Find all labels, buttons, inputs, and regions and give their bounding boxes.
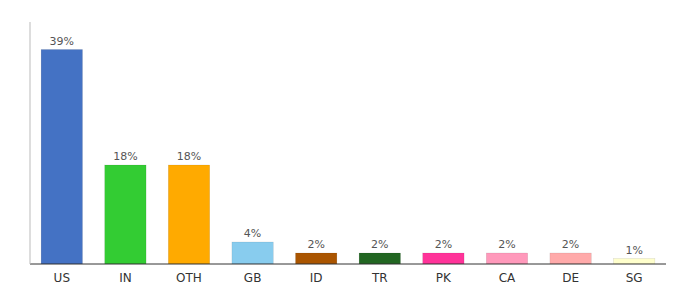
bar [41, 50, 82, 265]
data-label: 2% [435, 238, 452, 251]
x-axis-line [30, 264, 666, 265]
bar [105, 165, 146, 264]
x-tick-label: IN [119, 271, 132, 285]
x-tick-label: US [54, 271, 70, 285]
data-label: 1% [625, 244, 642, 257]
chart-container: 39% 18% 18% 4% 2% 2% 2% 2% 2% 1% US IN OTH GB ID TR PK CA… [0, 0, 680, 300]
x-tick-label: ID [310, 271, 323, 285]
x-tick-label: TR [371, 271, 388, 285]
bar [359, 253, 400, 264]
x-tick-label: DE [562, 271, 579, 285]
bar [486, 253, 527, 264]
data-label: 2% [307, 238, 324, 251]
data-label: 39% [50, 35, 74, 48]
x-tick-label: CA [499, 271, 516, 285]
bar [168, 165, 209, 264]
data-label: 18% [177, 150, 201, 163]
bar [232, 242, 273, 264]
bar [550, 253, 591, 264]
y-axis-line [30, 22, 31, 264]
x-tick-label: SG [626, 271, 643, 285]
bar [614, 259, 655, 265]
bars [41, 50, 655, 265]
data-label: 4% [244, 227, 261, 240]
bar [296, 253, 337, 264]
chart: 39% 18% 18% 4% 2% 2% 2% 2% 2% 1% US IN OTH GB ID TR PK CA… [0, 0, 680, 300]
x-tick-label: OTH [176, 271, 202, 285]
data-label: 18% [113, 150, 137, 163]
bar [423, 253, 464, 264]
data-labels: 39% 18% 18% 4% 2% 2% 2% 2% 2% 1% [50, 35, 643, 257]
data-label: 2% [371, 238, 388, 251]
x-tick-label: GB [244, 271, 262, 285]
x-tick-label: PK [436, 271, 452, 285]
x-axis: US IN OTH GB ID TR PK CA DE SG [30, 264, 666, 285]
data-label: 2% [562, 238, 579, 251]
data-label: 2% [498, 238, 515, 251]
